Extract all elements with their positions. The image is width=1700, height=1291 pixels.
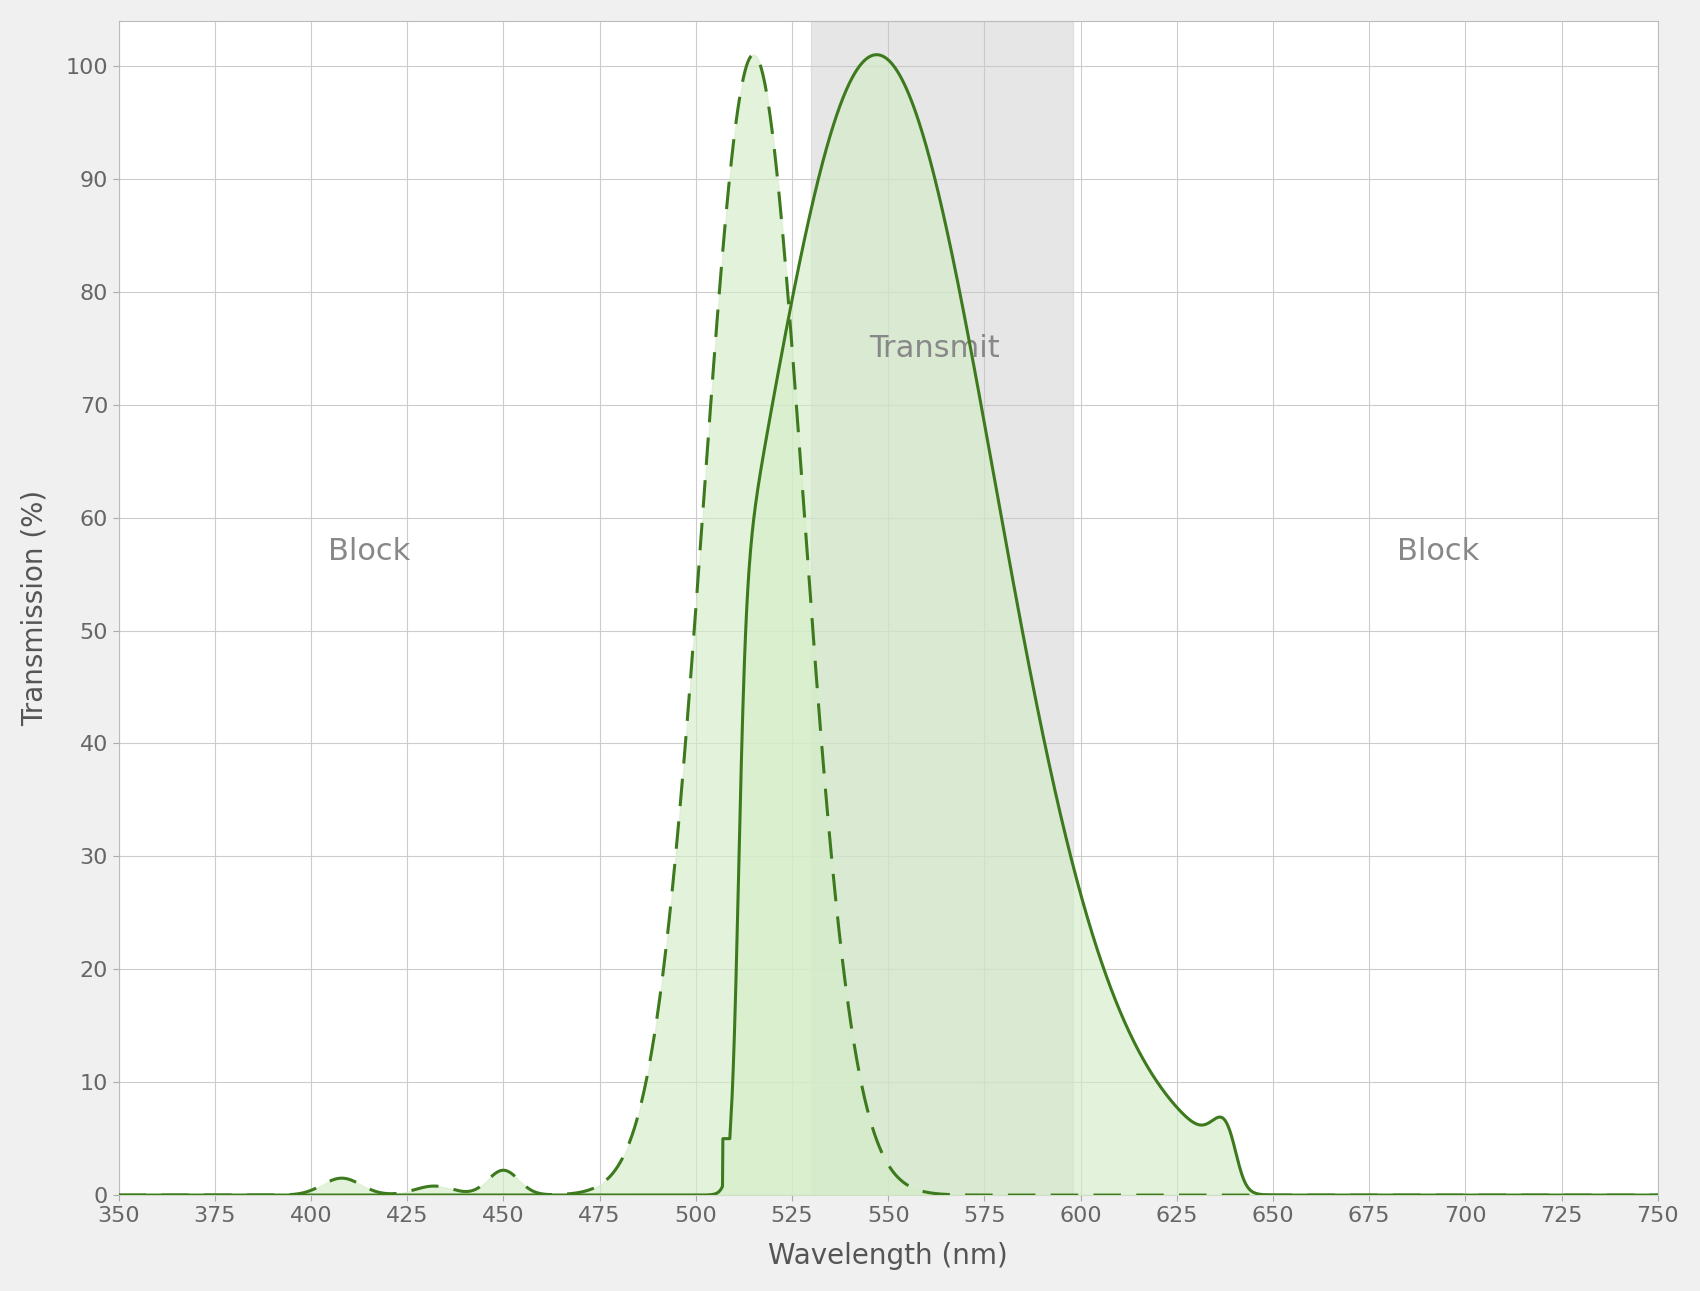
Text: Block: Block [1397, 537, 1479, 565]
Bar [811, 21, 1073, 1195]
Text: Transmit: Transmit [869, 334, 1000, 363]
X-axis label: Wavelength (nm): Wavelength (nm) [768, 1242, 1008, 1270]
Text: Block: Block [328, 537, 410, 565]
Y-axis label: Transmission (%): Transmission (%) [20, 489, 49, 726]
